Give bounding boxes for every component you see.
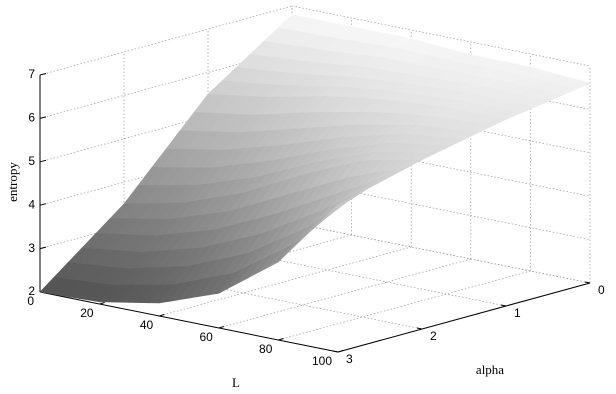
z-tick-label: 7 xyxy=(28,67,35,81)
grid-line xyxy=(291,5,591,67)
tick-mark xyxy=(39,73,47,76)
x-tick-label: 20 xyxy=(80,306,94,320)
tick-mark xyxy=(416,327,423,330)
z-tick-label: 5 xyxy=(28,154,35,168)
tick-mark xyxy=(218,326,224,329)
axis-line xyxy=(39,291,339,353)
axis-line xyxy=(337,282,591,353)
z-tick-label: 2 xyxy=(28,284,35,298)
grid-line xyxy=(278,270,531,341)
y-tick-label: 1 xyxy=(514,306,521,320)
y-tick-label: 2 xyxy=(430,329,437,343)
tick-mark xyxy=(584,281,591,284)
x-tick-label: 80 xyxy=(259,342,273,356)
z-tick-label: 6 xyxy=(28,111,35,125)
tick-mark xyxy=(500,304,507,307)
grid-line xyxy=(291,179,591,240)
grid-line xyxy=(207,245,507,307)
x-tick-label: 60 xyxy=(199,330,213,344)
tick-mark xyxy=(278,338,284,341)
z-tick-label: 3 xyxy=(28,241,35,255)
x-tick-label: 40 xyxy=(140,318,154,332)
tick-mark xyxy=(159,314,165,317)
y-tick-label: 3 xyxy=(346,352,353,366)
grid-line xyxy=(218,258,471,329)
y-tick-label: 0 xyxy=(598,283,605,297)
x-tick-label: 100 xyxy=(312,354,332,368)
surface-patch xyxy=(327,196,353,215)
y-axis-label: alpha xyxy=(476,362,504,377)
z-tick-label: 4 xyxy=(28,197,35,211)
x-tick-label: 0 xyxy=(27,294,34,308)
tick-mark xyxy=(39,116,47,119)
grid-line xyxy=(291,135,591,197)
z-axis-label: entropy xyxy=(5,162,20,202)
x-axis-label: L xyxy=(232,375,240,390)
grid-line xyxy=(123,268,423,330)
grid-line xyxy=(159,246,412,317)
grid-line xyxy=(39,5,293,76)
tick-mark xyxy=(332,350,339,353)
tick-mark xyxy=(337,350,344,353)
tick-mark xyxy=(39,246,47,250)
tick-mark xyxy=(39,159,47,163)
tick-mark xyxy=(99,302,105,305)
grid-line xyxy=(291,222,591,284)
tick-mark xyxy=(39,203,47,206)
